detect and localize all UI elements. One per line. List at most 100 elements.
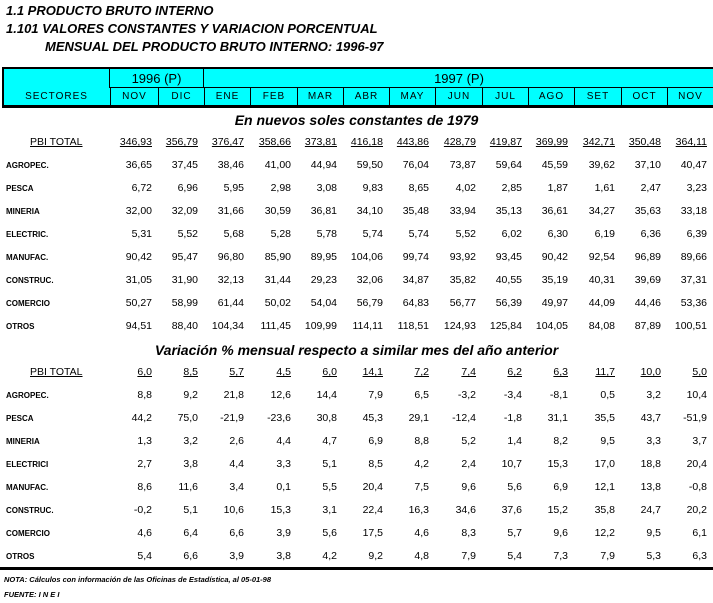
cell-value: 41,00 (264, 159, 291, 171)
cell-value: 4,2 (322, 550, 337, 562)
cell-value: 6,5 (414, 389, 429, 401)
cell-value: 49,97 (541, 297, 568, 309)
row-label: AGROPEC. (6, 391, 49, 400)
cell-value: 75,0 (177, 412, 198, 424)
cell-value: 6,6 (229, 527, 244, 539)
cell-value: 13,8 (640, 481, 661, 493)
cell-value: 37,6 (501, 504, 522, 516)
cell-value: 7,9 (600, 550, 615, 562)
title-line-2: 1.101 VALORES CONSTANTES Y VARIACION POR… (6, 21, 378, 36)
cell-value: 5,31 (131, 228, 152, 240)
cell-value: 11,7 (595, 366, 615, 378)
cell-value: 10,6 (223, 504, 244, 516)
cell-value: 8,2 (553, 435, 568, 447)
cell-value: 37,10 (634, 159, 661, 171)
cell-value: 3,23 (686, 182, 707, 194)
cell-value: 3,9 (229, 550, 244, 562)
cell-value: 419,87 (489, 136, 522, 148)
cell-value: 428,79 (443, 136, 476, 148)
cell-value: 5,28 (270, 228, 291, 240)
cell-value: 61,44 (217, 297, 244, 309)
row-label: MANUFAC. (6, 483, 49, 492)
cell-value: 364,11 (675, 136, 707, 148)
cell-value: 93,92 (449, 251, 476, 263)
cell-value: 33,18 (680, 205, 707, 217)
cell-value: 2,47 (640, 182, 661, 194)
cell-value: 18,8 (640, 458, 661, 470)
cell-value: 11,6 (178, 481, 198, 493)
header-month: AGO (528, 87, 574, 105)
cell-value: 29,23 (310, 274, 337, 286)
row-label: MINERIA (6, 207, 40, 216)
cell-value: 369,99 (535, 136, 568, 148)
cell-value: 4,2 (414, 458, 429, 470)
cell-value: 56,39 (495, 297, 522, 309)
row-label: CONSTRUC. (6, 276, 54, 285)
cell-value: 7,2 (414, 366, 429, 378)
cell-value: 34,10 (356, 205, 383, 217)
table-row: MANUFAC. 90,42 95,47 96,80 85,90 89,95 104,06 9… (0, 251, 713, 267)
cell-value: 3,9 (276, 527, 291, 539)
cell-value: 35,82 (449, 274, 476, 286)
cell-value: 376,47 (211, 136, 244, 148)
cell-value: 31,90 (171, 274, 198, 286)
cell-value: 92,54 (588, 251, 615, 263)
header-month: NOV (110, 87, 158, 105)
cell-value: 356,79 (165, 136, 198, 148)
cell-value: 34,27 (588, 205, 615, 217)
table-row: AGROPEC. 8,8 9,2 21,8 12,6 14,4 7,9 6,5 -3,2 -3,4… (0, 389, 713, 405)
cell-value: 5,68 (223, 228, 244, 240)
cell-value: 416,18 (350, 136, 383, 148)
cell-value: 40,31 (588, 274, 615, 286)
row-label: COMERCIO (6, 529, 50, 538)
cell-value: 36,81 (310, 205, 337, 217)
cell-value: 59,64 (495, 159, 522, 171)
table-row: MANUFAC. 8,6 11,6 3,4 0,1 5,5 20,4 7,5 9,6 5,6 6,9… (0, 481, 713, 497)
cell-value: 36,65 (125, 159, 152, 171)
cell-value: 2,4 (461, 458, 476, 470)
table-row: MINERIA 32,00 32,09 31,66 30,59 36,81 34,10 35,… (0, 205, 713, 221)
cell-value: 6,39 (686, 228, 707, 240)
row-label: CONSTRUC. (6, 506, 54, 515)
cell-value: 9,5 (646, 527, 661, 539)
cell-value: 3,8 (276, 550, 291, 562)
cell-value: 99,74 (402, 251, 429, 263)
cell-value: 35,8 (594, 504, 615, 516)
cell-value: 12,2 (594, 527, 615, 539)
table-row: PESCA 44,2 75,0 -21,9 -23,6 30,8 45,3 29,1 -12,4… (0, 412, 713, 428)
cell-value: 30,8 (316, 412, 337, 424)
cell-value: 4,5 (276, 366, 291, 378)
cell-value: 50,02 (264, 297, 291, 309)
cell-value: 7,5 (414, 481, 429, 493)
cell-value: 9,2 (368, 550, 383, 562)
cell-value: 111,45 (260, 320, 291, 332)
cell-value: 9,83 (362, 182, 383, 194)
cell-value: 15,3 (547, 458, 568, 470)
cell-value: 15,2 (547, 504, 568, 516)
cell-value: 31,44 (264, 274, 291, 286)
cell-value: 4,6 (137, 527, 152, 539)
cell-value: 5,7 (507, 527, 522, 539)
cell-value: 6,02 (501, 228, 522, 240)
row-label: PESCA (6, 184, 34, 193)
cell-value: 45,3 (362, 412, 383, 424)
cell-value: 8,8 (137, 389, 152, 401)
cell-value: 5,95 (223, 182, 244, 194)
cell-value: 53,36 (680, 297, 707, 309)
cell-value: -0,2 (133, 504, 152, 516)
table-row: OTROS 94,51 88,40 104,34 111,45 109,99 114,11 1… (0, 320, 713, 336)
cell-value: 5,1 (183, 504, 198, 516)
cell-value: 14,4 (316, 389, 337, 401)
cell-value: 9,2 (183, 389, 198, 401)
cell-value: 32,09 (171, 205, 198, 217)
cell-value: 5,1 (322, 458, 337, 470)
cell-value: 35,19 (541, 274, 568, 286)
cell-value: 24,7 (640, 504, 661, 516)
cell-value: 54,04 (310, 297, 337, 309)
cell-value: 6,19 (594, 228, 615, 240)
cell-value: 7,3 (553, 550, 568, 562)
cell-value: 9,6 (461, 481, 476, 493)
cell-value: -51,9 (683, 412, 707, 424)
cell-value: 3,8 (183, 458, 198, 470)
cell-value: -3,2 (457, 389, 476, 401)
